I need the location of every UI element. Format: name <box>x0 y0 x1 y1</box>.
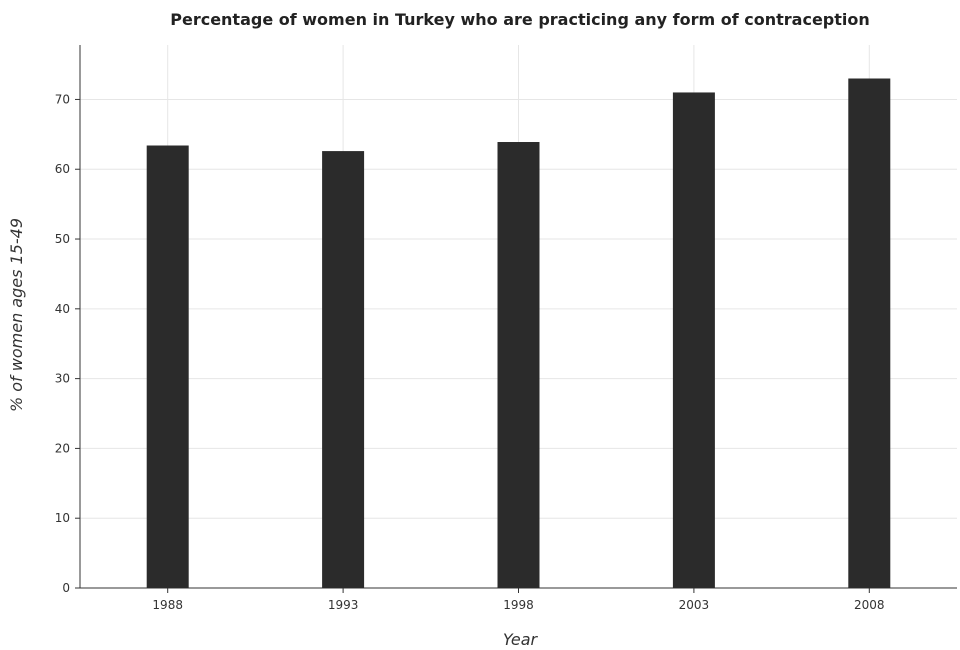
bar-1993 <box>322 151 365 588</box>
y-tick-label: 30 <box>55 372 70 386</box>
bar-1998 <box>497 142 540 588</box>
y-tick-label: 60 <box>55 162 70 176</box>
y-tick-label: 20 <box>55 441 70 455</box>
y-tick-label: 50 <box>55 232 70 246</box>
x-tick-label: 2008 <box>854 598 885 612</box>
chart-title: Percentage of women in Turkey who are pr… <box>170 10 870 29</box>
x-tick-label: 1993 <box>328 598 359 612</box>
y-tick-label: 10 <box>55 511 70 525</box>
y-tick-label: 0 <box>62 581 70 595</box>
x-tick-label: 1988 <box>152 598 183 612</box>
bar-2008 <box>848 78 891 588</box>
bar-2003 <box>672 92 715 589</box>
y-tick-label: 70 <box>55 92 70 106</box>
bars <box>146 78 891 589</box>
tick-labels: 0 10 20 30 40 50 60 70 1988 1993 1998 2003 2008 <box>55 92 885 612</box>
x-tick-label: 1998 <box>503 598 534 612</box>
x-tick-label: 2003 <box>679 598 710 612</box>
y-axis-label: % of women ages 15-49 <box>7 218 26 412</box>
y-tick-label: 40 <box>55 302 70 316</box>
x-axis-label: Year <box>503 630 539 649</box>
bar-1988 <box>146 145 189 589</box>
